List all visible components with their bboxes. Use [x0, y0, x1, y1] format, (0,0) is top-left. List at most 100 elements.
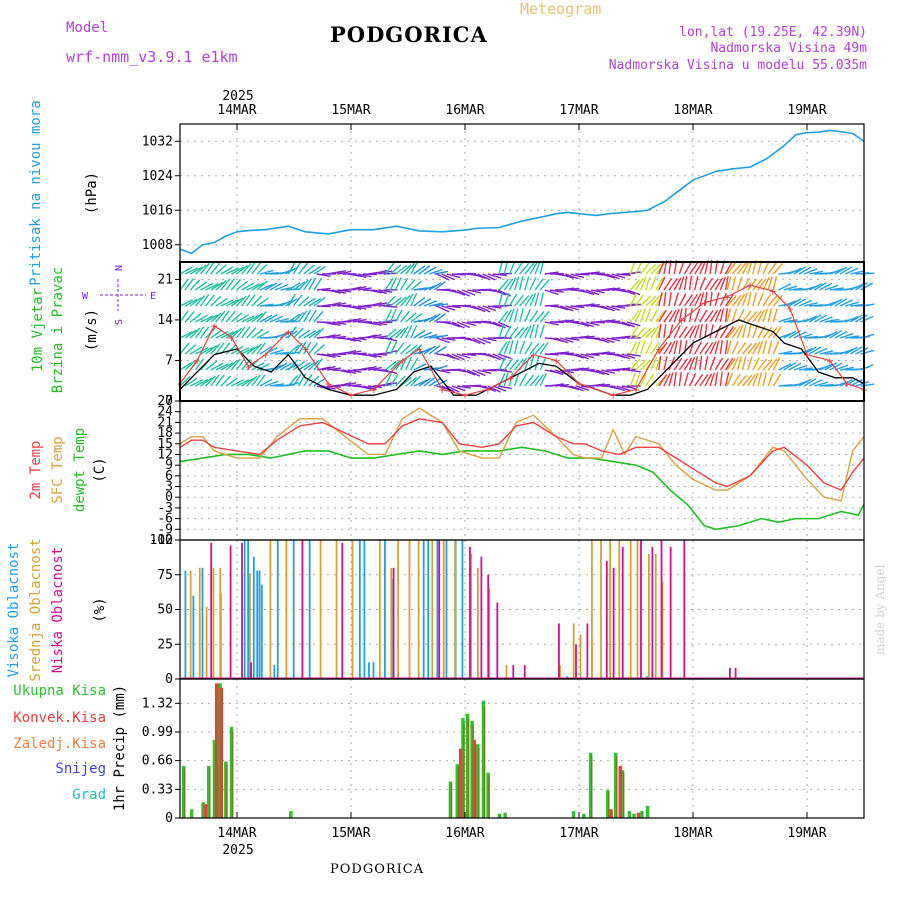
total-precip-bar — [465, 713, 470, 818]
low-cloud-bar — [438, 540, 441, 679]
precip-legend-4: Grad — [72, 787, 106, 803]
gust-marker: + — [576, 378, 583, 391]
high-cloud-bar — [201, 567, 204, 679]
ytick-label: 75 — [157, 568, 173, 583]
ytick-label: 0.66 — [142, 754, 173, 769]
low-cloud-bar — [250, 662, 252, 679]
date-label-bottom: 16MAR — [445, 826, 484, 841]
ytick-label: -3 — [157, 501, 173, 516]
high-cloud-bar — [308, 540, 311, 679]
low-cloud-bar — [651, 546, 654, 679]
ytick-label: 100 — [150, 533, 173, 548]
temp2m-line — [179, 418, 865, 491]
ytick-label: 50 — [157, 603, 173, 618]
mid-cloud-bar — [600, 540, 602, 679]
conv-precip-bar — [618, 765, 623, 818]
ytick-label: 14 — [157, 313, 173, 328]
low-cloud-bar — [392, 567, 395, 679]
low-cloud-bar — [640, 540, 642, 679]
mid-cloud-bar — [654, 553, 657, 679]
wind-frame-bold — [179, 261, 865, 402]
high-cloud-bar — [192, 595, 195, 679]
date-label-bottom: 19MAR — [787, 826, 826, 841]
ytick-label: -6 — [157, 512, 173, 527]
mid-cloud-bar — [351, 540, 354, 679]
total-precip-bar — [207, 765, 211, 818]
elevation-label: Nadmorska Visina 49m — [710, 41, 867, 56]
gust-marker: + — [747, 279, 754, 292]
total-precip-overlay — [226, 764, 228, 818]
gust-marker: + — [553, 354, 560, 367]
mid-cloud-bar — [212, 567, 215, 679]
low-cloud-bar — [241, 542, 243, 679]
mid-cloud-bar — [205, 606, 208, 679]
high-cloud-bar — [247, 540, 249, 679]
total-precip-bar — [645, 805, 650, 818]
low-cloud-label: Niska Oblacnost — [50, 547, 66, 673]
gust-marker: + — [530, 349, 537, 362]
ytick-label: 0 — [165, 672, 173, 687]
high-cloud-bar — [273, 665, 276, 679]
total-precip-bar — [229, 726, 234, 818]
total-precip-bar — [632, 813, 636, 818]
gust-marker: + — [245, 360, 252, 373]
gust-marker: + — [678, 314, 685, 327]
gust-marker: + — [507, 372, 514, 385]
total-precip-overlay — [463, 723, 465, 818]
panel-frame-pressure — [179, 123, 865, 263]
low-cloud-bar — [469, 546, 471, 679]
low-cloud-bar — [586, 623, 589, 679]
date-label-top: 18MAR — [673, 103, 712, 118]
date-label-top: 17MAR — [559, 103, 598, 118]
total-precip-bar — [189, 809, 194, 818]
temp-unit: (C) — [92, 457, 108, 482]
wind-vector-field — [179, 260, 875, 393]
pressure-label: Pritisak na nivou mora — [28, 100, 44, 285]
gust-marker: + — [633, 383, 640, 396]
gust-marker: + — [399, 354, 406, 367]
total-precip-overlay — [608, 791, 610, 818]
ytick-label: 1024 — [142, 169, 173, 184]
low-cloud-bar — [487, 574, 490, 679]
gust-marker: + — [439, 383, 446, 396]
conv-precip-bar — [214, 683, 219, 818]
gust-marker: + — [194, 354, 201, 367]
gust-marker: + — [844, 378, 851, 391]
total-precip-overlay — [488, 775, 490, 818]
gust-marker: + — [211, 320, 218, 333]
high-cloud-bar — [358, 540, 361, 679]
total-precip-overlay — [615, 756, 618, 818]
gust-marker: + — [302, 343, 309, 356]
high-cloud-bar — [436, 540, 439, 679]
ytick-label: 1016 — [142, 203, 173, 218]
mid-cloud-bar — [572, 623, 575, 679]
total-precip-bar — [613, 752, 618, 818]
mid-cloud-bar — [618, 540, 621, 679]
low-cloud-bar — [621, 546, 624, 679]
date-label-bottom: 18MAR — [673, 826, 712, 841]
panel-frame-precip — [179, 678, 865, 819]
high-cloud-bar — [427, 540, 430, 679]
low-cloud-bar — [496, 602, 499, 679]
total-precip-bar — [582, 813, 586, 818]
compass-w: W — [82, 291, 89, 302]
mid-cloud-bar — [397, 540, 399, 679]
gust-marker: + — [610, 389, 617, 402]
total-precip-bar — [470, 720, 474, 818]
ytick-label: -12 — [150, 533, 173, 548]
total-precip-bar — [481, 700, 486, 818]
high-cloud-bar — [243, 540, 246, 679]
high-cloud-bar — [258, 570, 261, 679]
low-cloud-bar — [660, 540, 663, 679]
conv-precip-bar — [203, 804, 208, 818]
high-cloud-bar — [368, 662, 370, 679]
date-label-top: 14MAR — [217, 103, 256, 118]
coords-label: lon,lat (19.25E, 42.39N) — [679, 25, 867, 40]
total-precip-overlay — [622, 772, 625, 818]
gust-marker: + — [370, 383, 377, 396]
total-precip-overlay — [590, 756, 593, 818]
mid-cloud-bar — [417, 540, 420, 679]
high-cloud-label: Visoka Oblacnost — [6, 543, 22, 678]
gust-marker: + — [262, 349, 269, 362]
